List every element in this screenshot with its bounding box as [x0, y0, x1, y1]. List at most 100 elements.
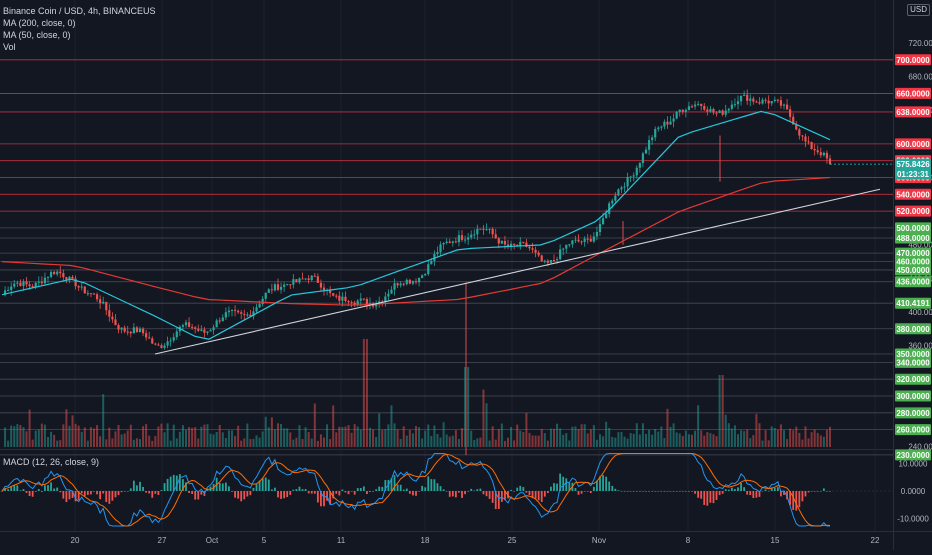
resistance-price-tag[interactable]: 540.0000: [896, 190, 930, 199]
volume-bar: [387, 424, 390, 447]
volume-bar: [83, 427, 86, 447]
candle-body: [513, 243, 516, 245]
macd-histogram-bar: [730, 487, 733, 491]
candle-body: [316, 276, 319, 283]
volume-bar: [464, 367, 467, 447]
candle-body: [463, 239, 467, 241]
trend-line[interactable]: [154, 188, 881, 355]
volume-bar: [408, 430, 411, 447]
macd-histogram-bar: [1, 491, 3, 492]
support-price-tag[interactable]: 340.0000: [896, 358, 930, 367]
volume-bar: [47, 437, 49, 447]
candle-body: [19, 282, 22, 286]
resistance-price-tag[interactable]: 660.0000: [896, 89, 930, 98]
volume-bar: [829, 426, 831, 447]
support-price-tag[interactable]: 436.0000: [896, 278, 930, 287]
candle-body: [83, 286, 86, 294]
volume-bar: [755, 413, 758, 447]
ma50-line[interactable]: [1, 110, 831, 340]
candle-body: [114, 319, 117, 326]
volume-bar: [402, 426, 405, 447]
volume-bar: [571, 426, 574, 447]
volume-bar: [59, 440, 62, 447]
macd-histogram-bar: [632, 491, 635, 492]
volume-bar: [675, 432, 678, 447]
support-price-tag[interactable]: 230.0000: [896, 451, 930, 460]
candle-body: [258, 304, 261, 308]
volume-legend[interactable]: Vol: [3, 42, 16, 52]
volume-bar: [494, 439, 497, 447]
candlesticks[interactable]: [3, 89, 832, 455]
candle-body: [473, 234, 476, 236]
candle-body: [86, 293, 89, 295]
ma200-line[interactable]: [1, 176, 831, 306]
macd-histogram-bar: [577, 491, 580, 495]
support-price-tag[interactable]: 300.0000: [896, 392, 930, 401]
support-price-tag[interactable]: 410.4191: [896, 299, 930, 308]
macd-histogram-bar: [792, 491, 795, 510]
macd-histogram: [1, 473, 831, 511]
currency-selector[interactable]: USD: [907, 4, 930, 16]
macd-histogram-bar: [224, 482, 227, 491]
macd-histogram-bar: [813, 491, 816, 492]
resistance-price-tag[interactable]: 520.0000: [896, 207, 930, 216]
candle-body: [46, 276, 50, 278]
macd-histogram-bar: [255, 484, 258, 491]
resistance-price-tag[interactable]: 638.0000: [896, 108, 930, 117]
volume-bar: [237, 425, 240, 447]
macd-histogram-bar: [565, 478, 568, 491]
candle-body: [743, 94, 746, 96]
candle-body: [749, 98, 752, 101]
support-price-tag[interactable]: 450.0000: [896, 266, 930, 275]
support-price-tag[interactable]: 460.0000: [896, 258, 930, 267]
volume-bar: [657, 431, 660, 447]
support-price-tag[interactable]: 260.0000: [896, 426, 930, 435]
macd-histogram-bar: [663, 491, 666, 492]
support-price-tag[interactable]: 488.0000: [896, 234, 930, 243]
candle-body: [77, 286, 80, 288]
current-price-label[interactable]: 575.8426: [896, 160, 930, 169]
support-price-tag[interactable]: 320.0000: [896, 375, 930, 384]
support-price-tag[interactable]: 280.0000: [896, 409, 930, 418]
macd-histogram-bar: [491, 491, 494, 503]
volume-bar: [733, 425, 736, 447]
volume-bar: [577, 428, 580, 447]
support-price-tag-bg: [895, 247, 931, 259]
volume-bar: [37, 429, 40, 447]
support-price-tag[interactable]: 350.0000: [896, 350, 930, 359]
candle-body: [601, 218, 605, 225]
macd-histogram-bar: [31, 491, 34, 497]
volume-bar: [666, 408, 669, 447]
resistance-price-tag-bg: [895, 188, 931, 200]
resistance-price-tag[interactable]: 600.0000: [896, 140, 930, 149]
ma200-legend[interactable]: MA (200, close, 0): [3, 18, 76, 28]
support-price-tag-bg: [895, 424, 931, 436]
support-price-tag[interactable]: 470.0000: [896, 249, 930, 258]
candle-body: [764, 99, 767, 101]
volume-bar: [648, 429, 651, 447]
macd-histogram-bar: [86, 491, 89, 495]
support-price-tag[interactable]: 380.0000: [896, 325, 930, 334]
volume-bar: [151, 440, 154, 447]
macd-histogram-bar: [111, 491, 114, 501]
candle-body: [755, 101, 758, 103]
volume-bar: [556, 423, 559, 447]
candle-body: [292, 279, 295, 285]
candle-body: [307, 278, 310, 281]
macd-legend[interactable]: MACD (12, 26, close, 9): [3, 457, 100, 467]
macd-axis-label: -10.0000: [897, 515, 929, 524]
support-price-tag[interactable]: 500.0000: [896, 224, 930, 233]
volume-bar: [353, 424, 356, 447]
macd-histogram-bar: [53, 488, 56, 491]
signal-line[interactable]: [1, 453, 830, 527]
volume-bar: [56, 440, 59, 447]
macd-histogram-bar: [439, 486, 442, 491]
candle-body: [807, 141, 810, 143]
candle-body: [626, 177, 629, 187]
volume-bar: [393, 423, 396, 447]
macd-histogram-bar: [448, 491, 451, 497]
resistance-price-tag[interactable]: 700.0000: [896, 56, 930, 65]
ma50-legend[interactable]: MA (50, close, 0): [3, 30, 71, 40]
